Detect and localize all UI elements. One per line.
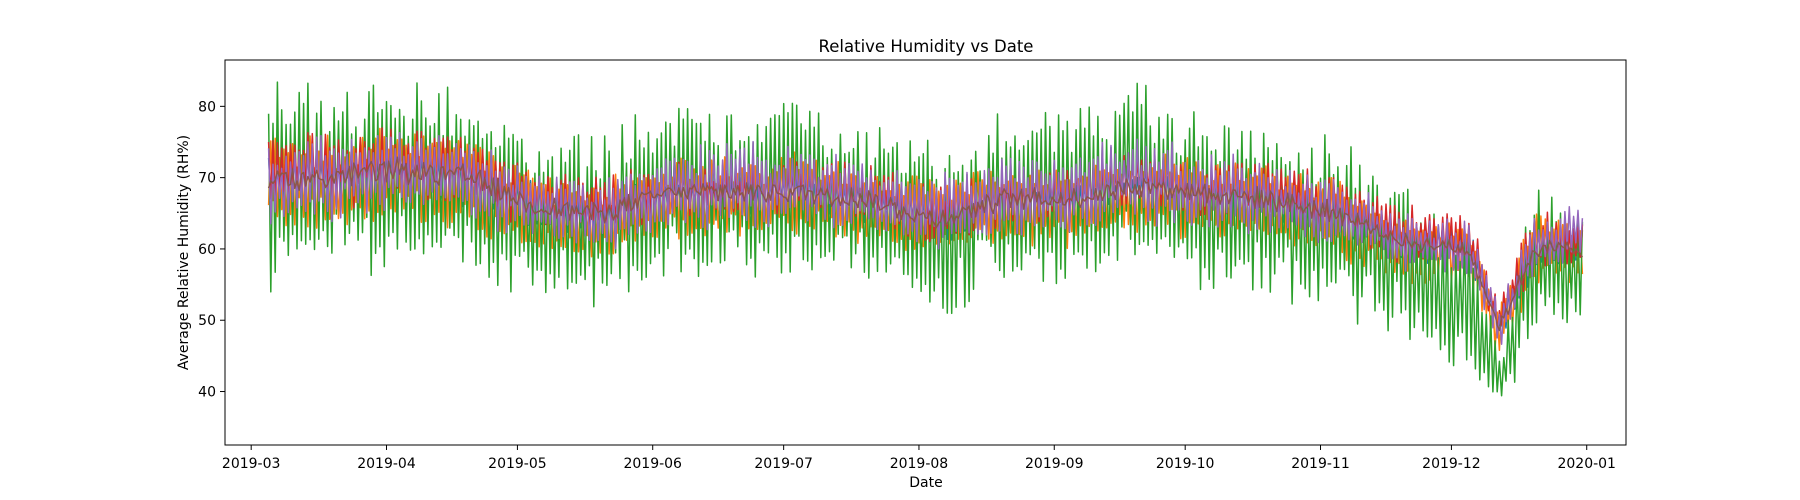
y-tick-label: 50	[198, 313, 216, 329]
x-tick-label: 2019-05	[488, 456, 547, 472]
x-tick-label: 2019-06	[623, 456, 682, 472]
x-axis: 2019-03 2019-04 2019-05 2019-06 2019-07 2019-…	[222, 445, 1616, 472]
x-tick-label: 2019-11	[1291, 456, 1350, 472]
y-axis: 40 50 60 70 80	[198, 99, 225, 401]
x-tick-label: 2019-03	[222, 456, 281, 472]
x-tick-label: 2019-10	[1156, 456, 1215, 472]
x-tick-label: 2019-09	[1025, 456, 1084, 472]
series-line	[267, 156, 1584, 332]
x-tick-label: 2019-08	[890, 456, 949, 472]
x-tick-label: 2019-07	[754, 456, 813, 472]
y-tick-label: 80	[198, 99, 216, 115]
series-layer	[267, 81, 1584, 397]
y-tick-label: 70	[198, 171, 216, 187]
y-tick-label: 60	[198, 242, 216, 258]
x-tick-label: 2019-04	[357, 456, 416, 472]
x-axis-label: Date	[909, 475, 942, 491]
x-tick-label: 2020-01	[1557, 456, 1616, 472]
chart-title: Relative Humidity vs Date	[819, 37, 1034, 56]
series-line	[267, 131, 1584, 345]
y-axis-label: Average Relative Humidity (RH%)	[176, 135, 192, 370]
plot-frame	[224, 59, 1627, 446]
y-tick-label: 40	[198, 385, 216, 401]
x-tick-label: 2019-12	[1422, 456, 1481, 472]
